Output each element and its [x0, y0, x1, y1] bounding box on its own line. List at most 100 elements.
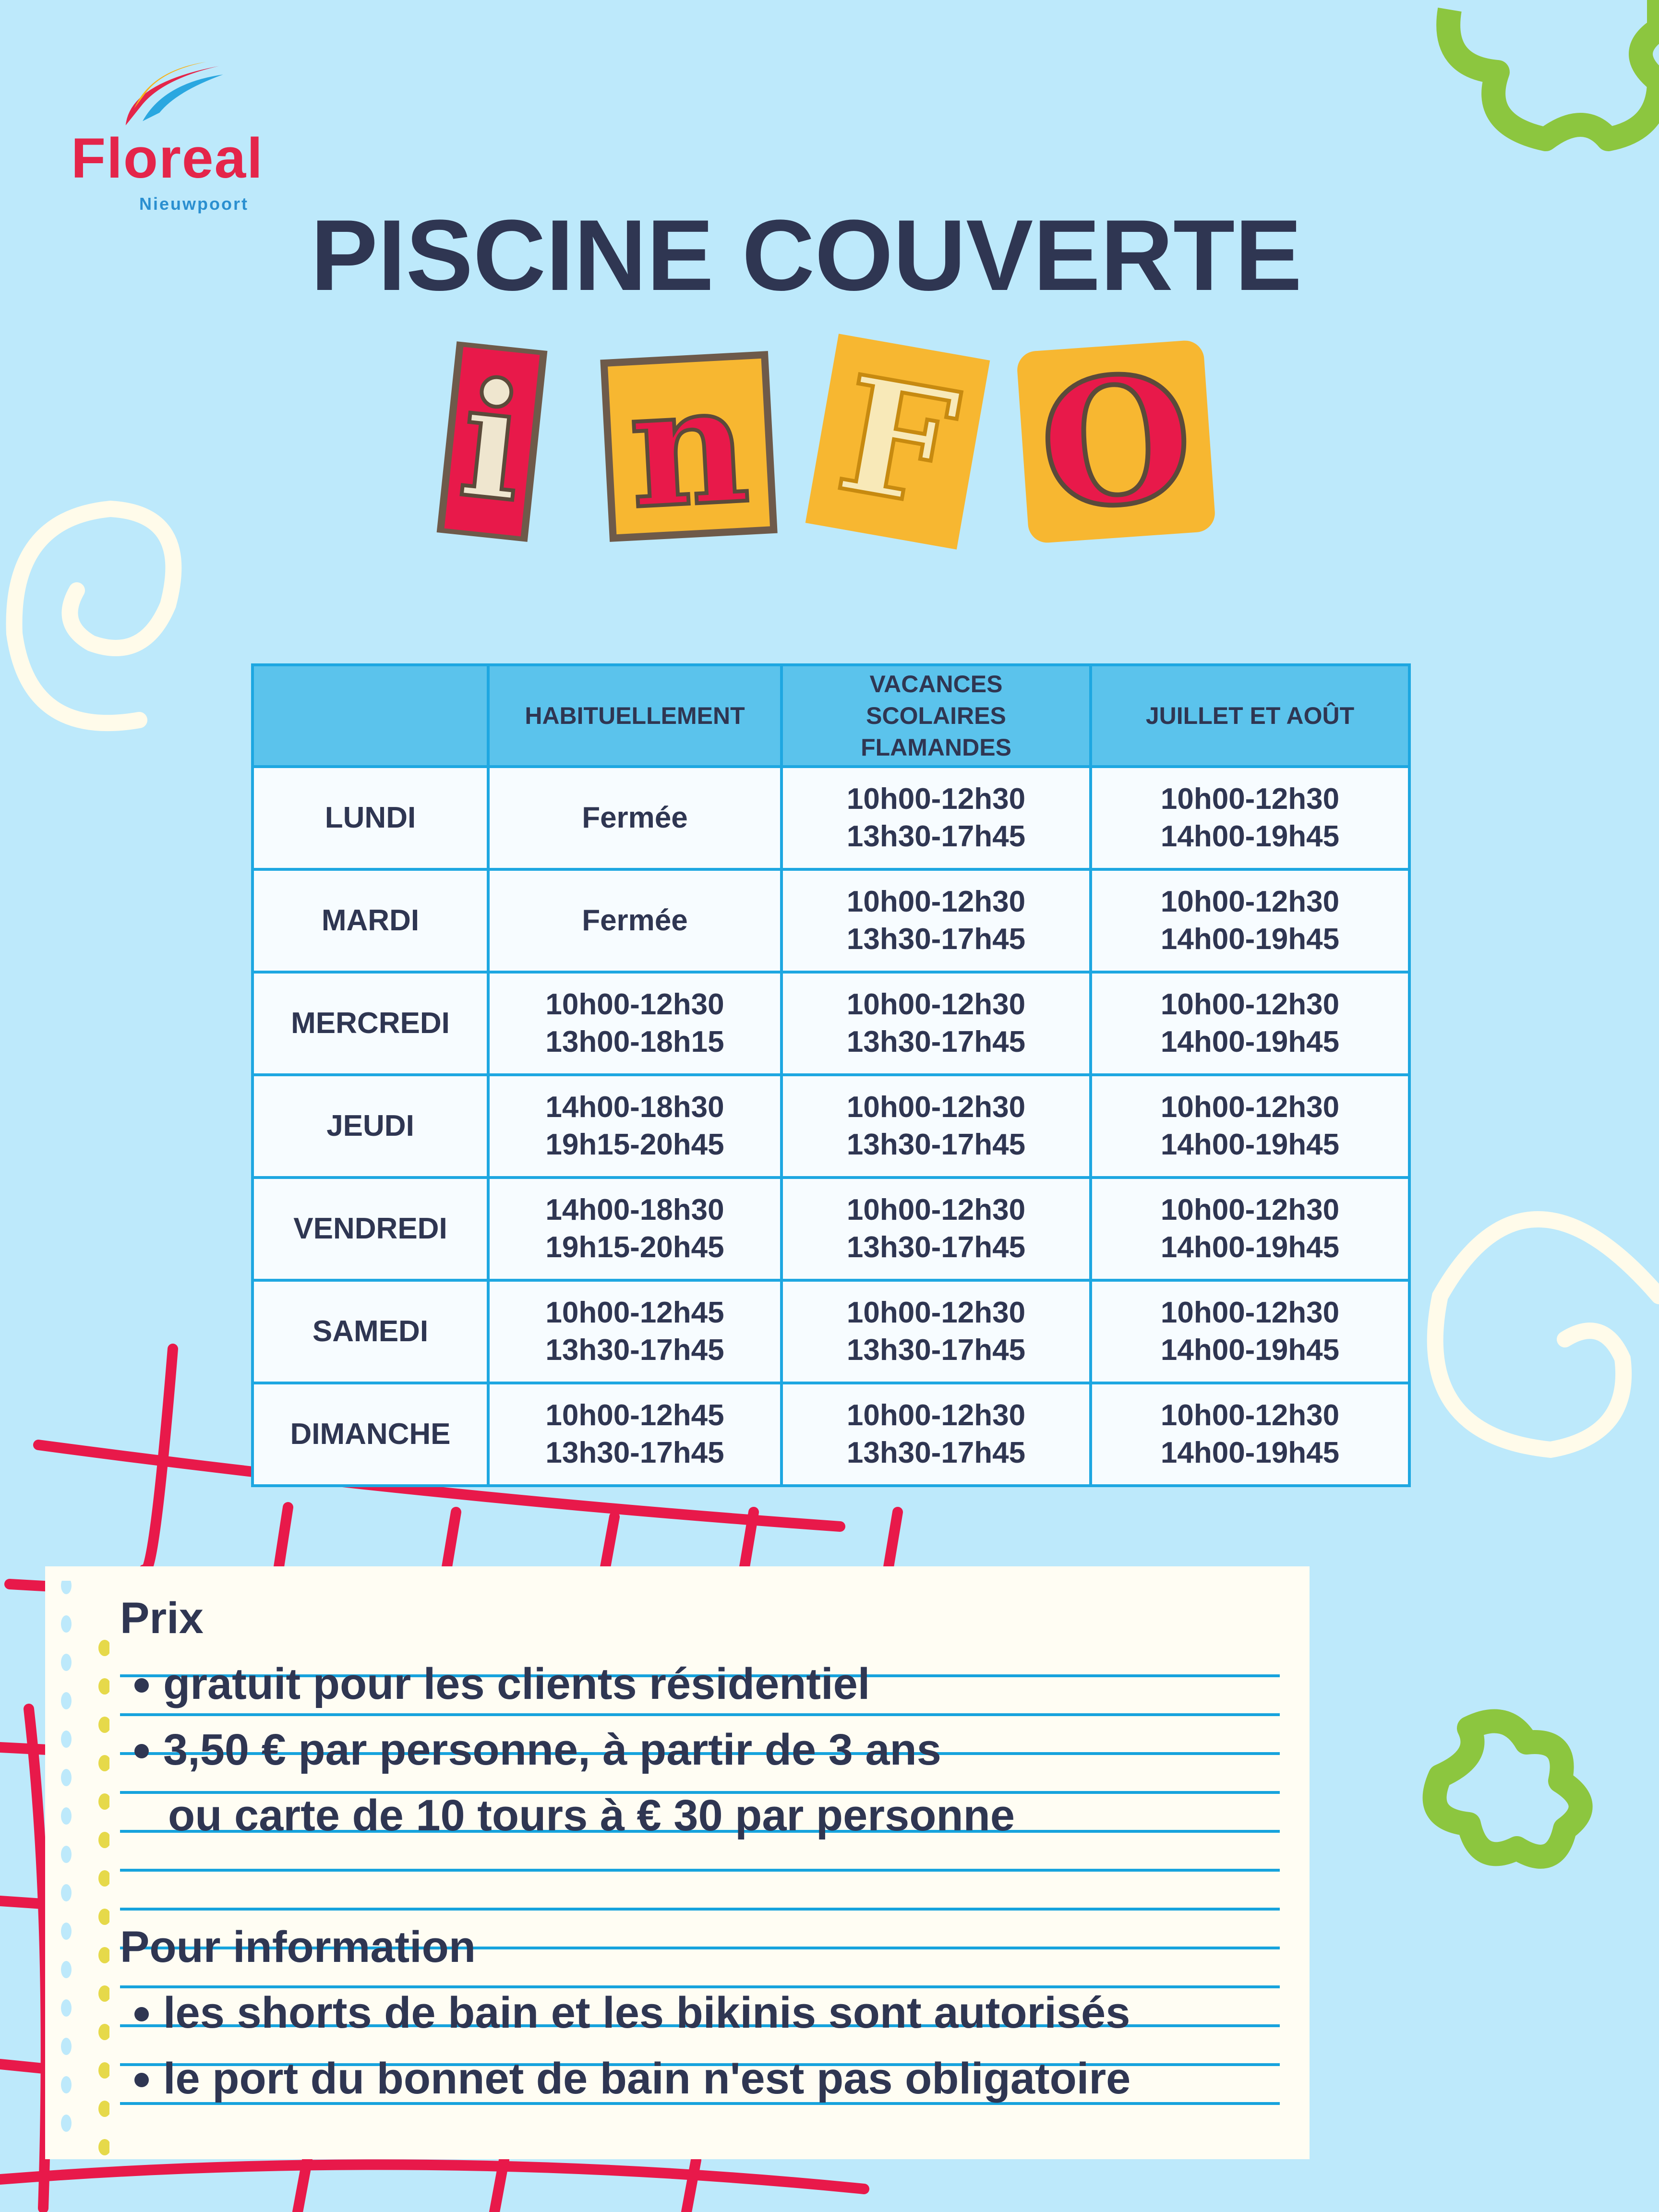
hours-cell: 10h00-12h30 13h30-17h45 [780, 1382, 1092, 1487]
table-header-row: HABITUELLEMENT VACANCES SCOLAIRES FLAMAN… [251, 663, 1411, 768]
hours-range: 10h00-12h30 [846, 782, 1026, 816]
opening-hours-table: HABITUELLEMENT VACANCES SCOLAIRES FLAMAN… [251, 663, 1411, 1487]
letter-tile-o: O [1016, 333, 1216, 551]
logo-location: Nieuwpoort [139, 194, 249, 214]
hours-cell: 10h00-12h30 14h00-19h45 [1089, 1073, 1411, 1179]
info-item: les shorts de bain et les bikinis sont a… [120, 1980, 1130, 2046]
hours-range: 10h00-12h30 [1160, 1193, 1340, 1226]
header-school-holidays-label: VACANCES SCOLAIRES FLAMANDES [861, 671, 1011, 761]
hours-range: 14h00-18h30 [545, 1193, 724, 1226]
notebook-dots-decoration [61, 1581, 109, 2155]
hours-cell: 10h00-12h30 14h00-19h45 [1089, 1176, 1411, 1282]
hours-range: 13h30-17h45 [846, 1231, 1026, 1264]
header-usual: HABITUELLEMENT [487, 663, 783, 768]
spiral-left-decoration [6, 500, 182, 732]
notebook-lines [120, 1638, 1280, 2121]
spiral-right-decoration [1427, 1211, 1659, 1458]
hours-range: 10h00-12h45 [545, 1399, 724, 1432]
letter-f: F [824, 338, 971, 545]
flower-top-right-decoration [1436, 0, 1659, 151]
notes-text: Prix gratuit pour les clients résidentie… [120, 1586, 1130, 2112]
hours-range: 14h00-19h45 [1160, 1025, 1340, 1058]
letter-tile-f: F [805, 334, 990, 550]
hours-range: 10h00-12h30 [846, 1399, 1026, 1432]
hours-cell: 10h00-12h30 14h00-19h45 [1089, 1382, 1411, 1487]
hours-range: 14h00-19h45 [1160, 820, 1340, 853]
hours-range: 10h00-12h30 [1160, 1091, 1340, 1124]
day-cell: JEUDI [251, 1073, 490, 1179]
day-cell: MERCREDI [251, 971, 490, 1076]
hours-range: 10h00-12h30 [545, 988, 724, 1021]
hours-range: 13h30-17h45 [846, 1334, 1026, 1367]
hours-cell: 10h00-12h30 13h30-17h45 [780, 868, 1092, 974]
hours-range: 10h00-12h30 [846, 988, 1026, 1021]
table-row: MARDI Fermée 10h00-12h30 13h30-17h45 10h00-1… [251, 868, 1411, 974]
hours-cell: 10h00-12h30 13h30-17h45 [780, 1073, 1092, 1179]
hours-cell: 10h00-12h30 14h00-19h45 [1089, 765, 1411, 871]
table-row: MERCREDI 10h00-12h30 13h00-18h15 10h00-12h3… [251, 971, 1411, 1076]
hours-cell: 10h00-12h30 14h00-19h45 [1089, 868, 1411, 974]
hours-range: Fermée [582, 801, 688, 834]
hours-cell: 14h00-18h30 19h15-20h45 [487, 1176, 783, 1282]
flower-right-decoration [1422, 1709, 1593, 1869]
spacer [120, 1849, 1130, 1914]
hours-range: 14h00-19h45 [1160, 923, 1340, 956]
hours-range: 19h15-20h45 [545, 1231, 724, 1264]
hours-range: 10h00-12h30 [1160, 885, 1340, 918]
hours-range: 10h00-12h30 [846, 1296, 1026, 1329]
hours-range: 13h00-18h15 [545, 1025, 724, 1058]
table-row: LUNDI Fermée 10h00-12h30 13h30-17h45 10h00-1… [251, 765, 1411, 871]
day-cell: MARDI [251, 868, 490, 974]
floreal-logo: Floreal Nieuwpoort [67, 58, 269, 216]
hours-range: 10h00-12h30 [1160, 1399, 1340, 1432]
header-july-august: JUILLET ET AOÛT [1089, 663, 1411, 768]
hours-range: 14h00-18h30 [545, 1091, 724, 1124]
hours-cell: 10h00-12h30 13h30-17h45 [780, 1176, 1092, 1282]
hours-range: 10h00-12h30 [846, 1193, 1026, 1226]
hours-range: 14h00-19h45 [1160, 1128, 1340, 1161]
hours-cell: 10h00-12h30 13h30-17h45 [780, 1279, 1092, 1384]
table-row: SAMEDI 10h00-12h45 13h30-17h45 10h00-12h30 1… [251, 1279, 1411, 1384]
hours-cell: 10h00-12h45 13h30-17h45 [487, 1279, 783, 1384]
hours-cell: 10h00-12h30 13h30-17h45 [780, 765, 1092, 871]
hours-range: 10h00-12h30 [846, 885, 1026, 918]
hours-range: 13h30-17h45 [846, 923, 1026, 956]
price-heading: Prix [120, 1594, 204, 1643]
hours-cell: Fermée [487, 868, 783, 974]
logo-name: Floreal [71, 127, 264, 190]
price-item: gratuit pour les clients résidentiel [120, 1651, 1130, 1717]
hours-range: 10h00-12h30 [1160, 782, 1340, 816]
logo-swoosh-icon [125, 61, 223, 126]
hours-range: 14h00-19h45 [1160, 1334, 1340, 1367]
page-title: PISCINE COUVERTE [311, 199, 1302, 312]
hours-cell: Fermée [487, 765, 783, 871]
info-heading: Pour information [120, 1923, 476, 1972]
day-cell: VENDREDI [251, 1176, 490, 1282]
hours-cell: 10h00-12h30 14h00-19h45 [1089, 1279, 1411, 1384]
letter-n: n [623, 346, 755, 547]
day-cell: DIMANCHE [251, 1382, 490, 1487]
hours-cell: 14h00-18h30 19h15-20h45 [487, 1073, 783, 1179]
hours-range: 10h00-12h45 [545, 1296, 724, 1329]
header-school-holidays: VACANCES SCOLAIRES FLAMANDES [780, 663, 1092, 768]
info-cutout-letters: i n F O [436, 333, 1216, 551]
hours-range: 13h30-17h45 [846, 1025, 1026, 1058]
notes-panel: Prix gratuit pour les clients résidentie… [45, 1566, 1310, 2159]
price-item: 3,50 € par personne, à partir de 3 ans [120, 1717, 1130, 1783]
hours-range: 13h30-17h45 [545, 1436, 724, 1469]
letter-tile-n: n [600, 346, 778, 547]
hours-range: 10h00-12h30 [1160, 1296, 1340, 1329]
info-item: le port du bonnet de bain n'est pas obli… [120, 2046, 1130, 2112]
hours-range: 13h30-17h45 [846, 820, 1026, 853]
hours-cell: 10h00-12h30 13h00-18h15 [487, 971, 783, 1076]
hours-range: 19h15-20h45 [545, 1128, 724, 1161]
letter-tile-i: i [436, 341, 548, 542]
hours-range: Fermée [582, 904, 688, 937]
hours-range: 14h00-19h45 [1160, 1436, 1340, 1469]
hours-range: 10h00-12h30 [846, 1091, 1026, 1124]
header-day [251, 663, 490, 768]
table-row: JEUDI 14h00-18h30 19h15-20h45 10h00-12h30 13… [251, 1073, 1411, 1179]
hours-range: 13h30-17h45 [846, 1128, 1026, 1161]
table-row: DIMANCHE 10h00-12h45 13h30-17h45 10h00-12h3… [251, 1382, 1411, 1487]
day-cell: SAMEDI [251, 1279, 490, 1384]
